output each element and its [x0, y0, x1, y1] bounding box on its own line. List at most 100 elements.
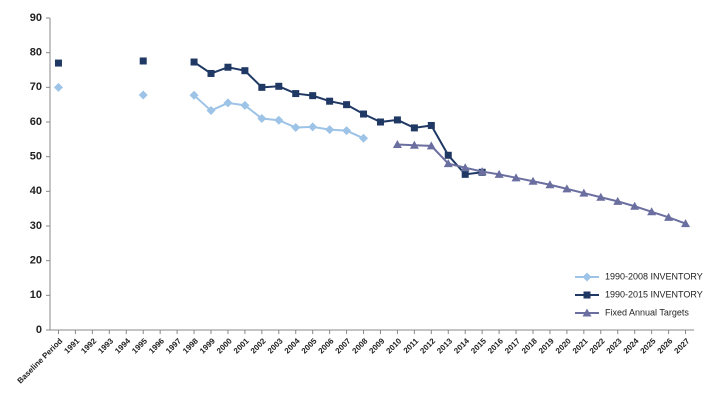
marker	[359, 133, 369, 143]
x-tick-label: 1995	[130, 336, 149, 355]
x-tick-label: 2012	[418, 336, 437, 355]
x-tick-label: 2000	[215, 336, 234, 355]
x-tick-label: 2023	[605, 336, 624, 355]
marker	[309, 92, 317, 100]
x-tick-label: 1991	[62, 336, 81, 355]
legend-label: 1990-2015 INVENTORY	[605, 289, 703, 299]
x-tick-label: 2004	[283, 336, 302, 355]
y-tick-label: 20	[30, 255, 42, 267]
x-tick-label: 1994	[113, 336, 132, 355]
x-tick-label: 2003	[266, 336, 285, 355]
y-tick-label: 0	[36, 324, 42, 336]
x-tick-label: 2008	[350, 336, 369, 355]
marker	[477, 167, 487, 176]
x-tick-label: 2014	[452, 336, 471, 355]
marker	[664, 212, 674, 221]
x-tick-label: 1997	[164, 336, 183, 355]
x-tick-label: 2021	[571, 336, 590, 355]
marker	[582, 272, 592, 282]
marker	[190, 58, 198, 66]
marker	[392, 140, 402, 149]
x-tick-label: 1996	[147, 336, 166, 355]
marker	[461, 170, 469, 178]
x-tick-label: 1999	[198, 336, 217, 355]
marker	[139, 57, 147, 65]
marker	[292, 90, 300, 98]
marker	[545, 180, 555, 189]
marker	[308, 122, 318, 132]
x-tick-label: 2025	[639, 336, 658, 355]
marker	[511, 173, 521, 182]
x-tick-label: 2005	[300, 336, 319, 355]
marker	[376, 118, 384, 126]
marker	[240, 100, 250, 110]
x-tick-label: 1998	[181, 336, 200, 355]
x-tick-label: 2002	[249, 336, 268, 355]
marker	[343, 101, 351, 109]
x-tick-label: 2027	[672, 336, 691, 355]
marker	[443, 159, 453, 168]
y-tick-label: 60	[30, 116, 42, 128]
marker	[275, 82, 283, 90]
marker	[582, 308, 592, 317]
marker	[342, 126, 352, 136]
legend-label: 1990-2008 INVENTORY	[605, 271, 703, 281]
marker	[274, 115, 284, 125]
series-line	[397, 143, 686, 225]
marker	[223, 98, 233, 108]
x-tick-label: Baseline Period	[16, 336, 65, 385]
marker	[647, 207, 657, 216]
marker	[138, 90, 148, 100]
y-tick-label: 40	[30, 185, 42, 197]
marker	[562, 184, 572, 193]
marker	[257, 114, 267, 124]
marker	[206, 106, 216, 116]
x-tick-label: 2013	[435, 336, 454, 355]
marker	[241, 67, 249, 75]
x-tick-label: 2015	[469, 336, 488, 355]
marker	[207, 69, 215, 77]
marker	[630, 201, 640, 210]
marker	[258, 83, 266, 91]
x-tick-label: 2017	[503, 336, 522, 355]
marker	[528, 176, 538, 185]
marker	[53, 82, 63, 92]
legend-label: Fixed Annual Targets	[605, 307, 689, 317]
marker	[393, 116, 401, 124]
marker	[579, 188, 589, 197]
marker	[325, 125, 335, 135]
y-tick-label: 50	[30, 151, 42, 163]
marker	[583, 291, 591, 299]
x-tick-label: 2024	[622, 336, 641, 355]
x-tick-label: 2026	[656, 336, 675, 355]
x-tick-label: 2016	[486, 336, 505, 355]
y-tick-label: 10	[30, 289, 42, 301]
marker	[410, 124, 418, 132]
y-tick-label: 80	[30, 47, 42, 59]
marker	[360, 110, 368, 118]
x-tick-label: 2010	[384, 336, 403, 355]
series-line	[193, 61, 483, 176]
marker	[460, 163, 470, 172]
y-tick-label: 30	[30, 220, 42, 232]
x-tick-label: 2001	[232, 336, 251, 355]
marker	[427, 121, 435, 129]
marker	[224, 63, 232, 71]
x-tick-label: 2007	[334, 336, 353, 355]
marker	[291, 123, 301, 133]
y-tick-label: 90	[30, 12, 42, 24]
x-tick-label: 2011	[402, 336, 421, 355]
marker	[189, 90, 199, 100]
x-tick-label: 2018	[520, 336, 539, 355]
x-tick-label: 2006	[317, 336, 336, 355]
marker	[326, 97, 334, 105]
marker	[409, 140, 419, 149]
marker	[613, 196, 623, 205]
x-tick-label: 2019	[537, 336, 556, 355]
marker	[54, 59, 62, 67]
x-tick-label: 2009	[367, 336, 386, 355]
x-tick-label: 2022	[588, 336, 607, 355]
marker	[494, 169, 504, 178]
y-tick-label: 70	[30, 81, 42, 93]
